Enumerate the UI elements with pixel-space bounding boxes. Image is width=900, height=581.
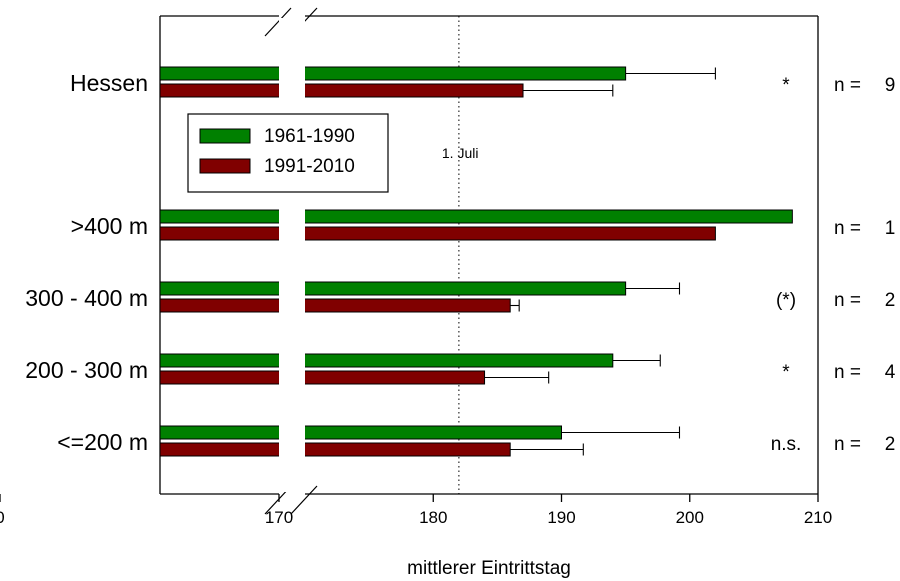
n-label: n = [834,290,861,311]
n-label: n = [834,362,861,383]
x-tick-label: 0 [0,508,5,527]
x-tick-label: 180 [419,508,447,527]
bar [159,226,716,241]
bar [159,442,511,457]
n-label: n = [834,434,861,455]
bar [159,281,627,296]
significance-label: n.s. [771,434,802,455]
x-tick-label: 200 [676,508,704,527]
category-label: 300 - 400 m [25,285,148,311]
bar [159,66,627,81]
n-value: 4 [885,362,896,383]
legend-label: 1961-1990 [264,126,355,147]
category-label: <=200 m [57,429,148,455]
bar [159,209,793,224]
n-label: n = [834,75,861,96]
legend-box [187,113,389,193]
n-value: 1 [885,218,896,239]
bar [159,425,562,440]
bar [159,353,614,368]
reference-line-label: 1. Juli [442,145,479,161]
bar [159,83,524,98]
significance-label: * [782,362,790,383]
significance-label: * [782,75,790,96]
legend-label: 1991-2010 [264,156,355,177]
n-value: 2 [885,434,896,455]
significance-label: (*) [776,290,796,311]
legend-swatch [199,158,251,174]
x-tick-label: 190 [547,508,575,527]
category-label: >400 m [71,213,148,239]
x-tick-label: 210 [804,508,832,527]
category-label: Hessen [70,70,148,96]
n-label: n = [834,218,861,239]
legend-swatch [199,128,251,144]
x-tick-label: 170 [265,508,293,527]
axis-break-gap [279,18,305,492]
category-label: 200 - 300 m [25,357,148,383]
bar [159,370,486,385]
axis-break-mark [290,485,318,515]
x-axis-label: mittlerer Eintrittstag [407,558,571,579]
bar [159,298,511,313]
n-value: 9 [885,75,896,96]
axis-break-mark [264,7,292,37]
n-value: 2 [885,290,896,311]
